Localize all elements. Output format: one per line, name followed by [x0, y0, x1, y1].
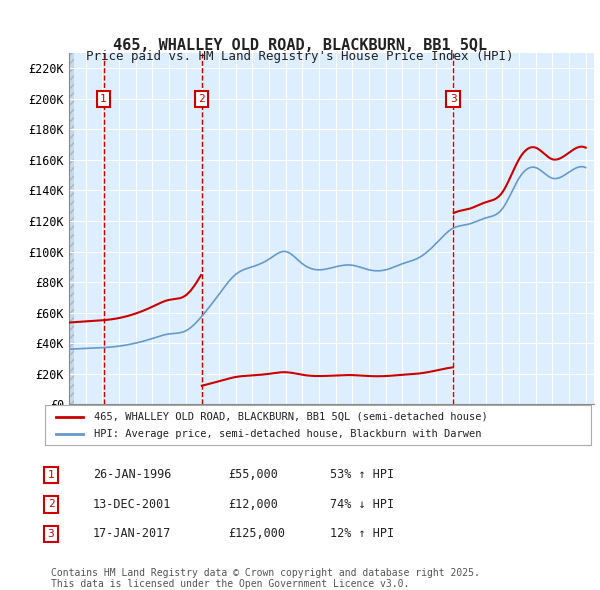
- Text: £12,000: £12,000: [228, 498, 278, 511]
- Text: Contains HM Land Registry data © Crown copyright and database right 2025.
This d: Contains HM Land Registry data © Crown c…: [51, 568, 480, 589]
- Text: £55,000: £55,000: [228, 468, 278, 481]
- Text: 465, WHALLEY OLD ROAD, BLACKBURN, BB1 5QL: 465, WHALLEY OLD ROAD, BLACKBURN, BB1 5Q…: [113, 38, 487, 53]
- Text: 3: 3: [450, 94, 457, 104]
- Text: 1: 1: [47, 470, 55, 480]
- Text: 13-DEC-2001: 13-DEC-2001: [93, 498, 172, 511]
- Text: 465, WHALLEY OLD ROAD, BLACKBURN, BB1 5QL (semi-detached house): 465, WHALLEY OLD ROAD, BLACKBURN, BB1 5Q…: [94, 412, 488, 422]
- Text: 53% ↑ HPI: 53% ↑ HPI: [330, 468, 394, 481]
- Text: 17-JAN-2017: 17-JAN-2017: [93, 527, 172, 540]
- Text: 2: 2: [198, 94, 205, 104]
- Text: 2: 2: [47, 500, 55, 509]
- Text: 26-JAN-1996: 26-JAN-1996: [93, 468, 172, 481]
- Text: 3: 3: [47, 529, 55, 539]
- Bar: [69, 53, 74, 404]
- Text: 1: 1: [100, 94, 107, 104]
- Text: £125,000: £125,000: [228, 527, 285, 540]
- Text: 74% ↓ HPI: 74% ↓ HPI: [330, 498, 394, 511]
- Text: 12% ↑ HPI: 12% ↑ HPI: [330, 527, 394, 540]
- Text: Price paid vs. HM Land Registry's House Price Index (HPI): Price paid vs. HM Land Registry's House …: [86, 50, 514, 63]
- Text: HPI: Average price, semi-detached house, Blackburn with Darwen: HPI: Average price, semi-detached house,…: [94, 429, 482, 439]
